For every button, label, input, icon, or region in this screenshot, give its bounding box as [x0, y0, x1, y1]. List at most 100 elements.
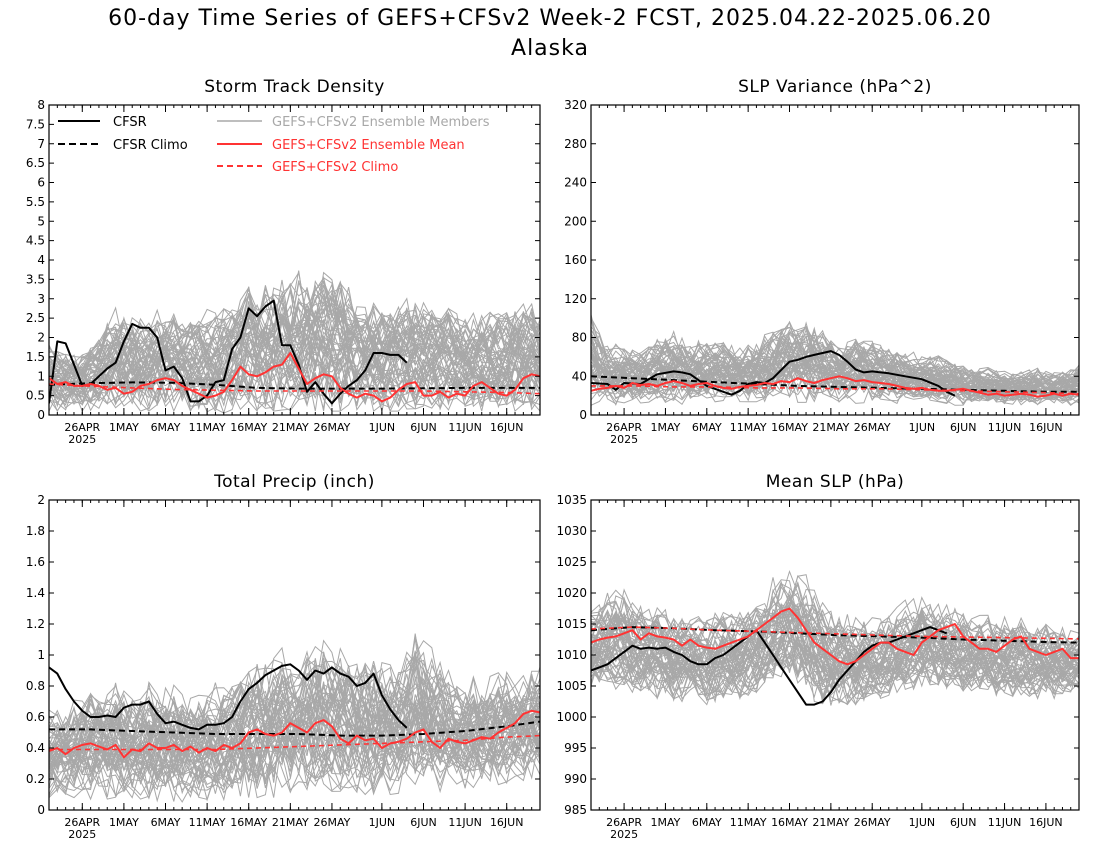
- ensemble-member-line: [49, 326, 540, 393]
- ensemble-member-line: [591, 319, 1079, 386]
- x-tick-label: 1JUN: [369, 816, 396, 829]
- ensemble-members: [591, 314, 1079, 406]
- ensemble-member-line: [591, 633, 1079, 696]
- x-tick-label: 6MAY: [151, 421, 181, 434]
- ensemble-member-line: [591, 588, 1079, 661]
- y-tick-label: 1000: [556, 710, 587, 724]
- panel-title: Total Precip (inch): [213, 472, 375, 492]
- x-tick-label: 11JUN: [448, 421, 482, 434]
- ensemble-member-line: [49, 721, 540, 794]
- cfsr-line: [49, 663, 408, 731]
- x-tick-label: 1JUN: [909, 816, 936, 829]
- ensemble-member-line: [49, 339, 540, 406]
- panel-3: Total Precip (inch) 0 0.2 0.4 0.6 0.8 1 1.2 1.4 1…: [26, 472, 541, 841]
- x-tick-label: 26APR: [64, 421, 100, 434]
- ensemble-member-line: [591, 362, 1079, 405]
- ensemble-member-line: [591, 609, 1079, 678]
- x-tick-label: 1JUN: [909, 421, 936, 434]
- cfsr-climo-line: [49, 720, 540, 737]
- y-tick-label: 1.6: [26, 555, 45, 569]
- x-tick-year-label: 2025: [68, 433, 96, 446]
- y-tick-label: 1.8: [26, 524, 45, 538]
- y-tick-label: 0.8: [26, 679, 45, 693]
- x-tick-label: 26APR: [64, 816, 100, 829]
- ensemble-member-line: [591, 358, 1079, 401]
- panel-title: Storm Track Density: [204, 77, 385, 97]
- y-tick-label: 1.5: [26, 350, 45, 364]
- ensemble-member-line: [49, 733, 540, 803]
- ensemble-member-line: [49, 639, 540, 738]
- ensemble-mean-line: [591, 375, 1079, 398]
- ensemble-member-line: [49, 291, 540, 384]
- x-tick-label: 21MAY: [812, 421, 849, 434]
- y-tick-label: 4: [37, 253, 45, 267]
- y-tick-label: 2: [37, 331, 45, 345]
- ensemble-mean-line: [591, 607, 1079, 666]
- y-tick-label: 2.5: [26, 311, 45, 325]
- legend-cfsr-label: CFSR: [113, 115, 147, 130]
- x-tick-label: 11JUN: [988, 421, 1022, 434]
- x-tick-label: 1MAY: [109, 421, 139, 434]
- y-tick-label: 240: [564, 176, 587, 190]
- y-tick-label: 0.6: [26, 710, 45, 724]
- x-tick-label: 6MAY: [151, 816, 181, 829]
- y-tick-label: 1035: [556, 493, 587, 507]
- ensemble-member-line: [49, 706, 540, 785]
- x-tick-label: 1MAY: [109, 816, 139, 829]
- ensemble-member-line: [591, 355, 1079, 401]
- ensemble-member-line: [591, 613, 1079, 673]
- x-tick-label: 11MAY: [189, 421, 226, 434]
- panel-2: SLP Variance (hPa^2) 0 40 80 120 160 200 240 280…: [564, 77, 1080, 446]
- ensemble-member-line: [49, 638, 540, 736]
- ensemble-member-line: [49, 740, 540, 802]
- x-tick-label: 6JUN: [410, 421, 437, 434]
- ensemble-member-line: [49, 287, 540, 377]
- region-subtitle: Alaska: [511, 36, 589, 61]
- ensemble-mean-line: [49, 352, 540, 403]
- ensemble-member-line: [49, 343, 540, 409]
- ensemble-mean-line: [49, 709, 540, 759]
- y-tick-label: 1005: [556, 679, 587, 693]
- y-tick-label: 80: [572, 331, 587, 345]
- x-tick-label: 11MAY: [730, 421, 767, 434]
- y-tick-label: 1: [37, 369, 45, 383]
- y-tick-label: 160: [564, 253, 587, 267]
- ensemble-member-line: [49, 656, 540, 742]
- y-tick-label: 8: [37, 98, 45, 112]
- x-tick-label: 16MAY: [771, 816, 808, 829]
- legend-members-label: GEFS+CFSv2 Ensemble Members: [272, 115, 490, 130]
- ensemble-member-line: [591, 600, 1079, 673]
- y-tick-label: 1010: [556, 648, 587, 662]
- y-tick-label: 7: [37, 137, 45, 151]
- x-tick-label: 16JUN: [490, 816, 524, 829]
- x-tick-label: 11JUN: [988, 816, 1022, 829]
- y-tick-label: 1: [37, 648, 45, 662]
- x-tick-label: 16MAY: [771, 421, 808, 434]
- x-tick-label: 21MAY: [812, 816, 849, 829]
- ensemble-member-line: [591, 635, 1079, 693]
- y-tick-label: 120: [564, 292, 587, 306]
- gefs-climo-line: [591, 626, 1079, 640]
- ensemble-member-line: [591, 602, 1079, 676]
- figure-title: 60-day Time Series of GEFS+CFSv2 Week-2 …: [108, 6, 992, 31]
- x-tick-label: 16JUN: [1029, 421, 1063, 434]
- x-tick-label: 26MAY: [314, 816, 351, 829]
- x-tick-label: 16JUN: [1029, 816, 1063, 829]
- x-tick-label: 21MAY: [272, 421, 309, 434]
- ensemble-member-line: [591, 604, 1079, 667]
- ensemble-members: [49, 633, 540, 803]
- ensemble-member-line: [591, 639, 1079, 706]
- panel-1: Storm Track Density 0 0.5 1 1.5 2 2.5 3 3.5 4 4.5 5…: [26, 77, 541, 446]
- y-tick-label: 40: [572, 369, 587, 383]
- y-tick-label: 0.2: [26, 772, 45, 786]
- ensemble-member-line: [49, 635, 540, 736]
- ensemble-member-line: [49, 270, 540, 374]
- legend-gefs-climo-label: GEFS+CFSv2 Climo: [272, 160, 398, 175]
- panel-4: Mean SLP (hPa) 985 990 995 1000 1005 1010 1015 1…: [556, 472, 1080, 841]
- y-tick-label: 3: [37, 292, 45, 306]
- y-tick-label: 0: [37, 408, 45, 422]
- x-tick-year-label: 2025: [68, 828, 96, 841]
- ensemble-member-line: [49, 353, 540, 413]
- x-tick-label: 11JUN: [448, 816, 482, 829]
- x-tick-label: 16JUN: [490, 421, 524, 434]
